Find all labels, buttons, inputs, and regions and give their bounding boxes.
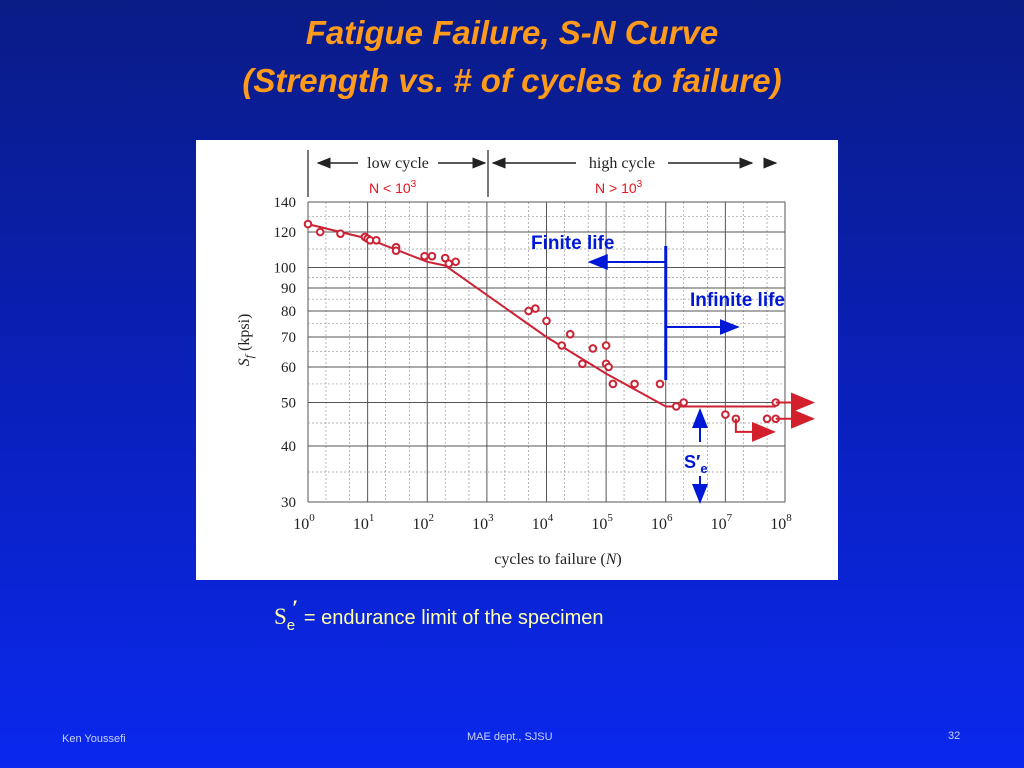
x-tick-label: 101 bbox=[353, 512, 375, 533]
footer-department: MAE dept., SJSU bbox=[467, 731, 553, 743]
y-tick-label: 50 bbox=[281, 396, 296, 412]
data-point bbox=[303, 219, 313, 229]
high-cycle-condition: N > 103 bbox=[595, 179, 643, 196]
data-point bbox=[604, 362, 613, 372]
data-point bbox=[315, 227, 325, 237]
caption-subscript: e bbox=[286, 617, 296, 634]
data-point bbox=[444, 259, 454, 268]
data-point bbox=[391, 246, 401, 256]
y-tick-label: 90 bbox=[281, 281, 296, 297]
data-point bbox=[372, 236, 381, 245]
data-point bbox=[601, 341, 611, 350]
data-points bbox=[303, 219, 781, 424]
x-tick-label: 100 bbox=[293, 512, 315, 533]
chart-grid bbox=[307, 201, 786, 503]
y-tick-label: 30 bbox=[281, 495, 296, 511]
low-cycle-condition: N < 103 bbox=[369, 179, 417, 196]
y-axis-ticks: 30 40 50 60 70 80 90 100 120 140 bbox=[274, 195, 297, 511]
infinite-life-label: Infinite life bbox=[690, 290, 785, 311]
data-point bbox=[588, 344, 598, 353]
y-tick-label: 40 bbox=[281, 439, 296, 455]
data-point bbox=[440, 253, 450, 263]
data-point bbox=[565, 329, 575, 339]
sn-curve-figure: low cycle high cycle N < 103 N > 103 30 4… bbox=[196, 140, 838, 580]
data-point bbox=[762, 414, 772, 424]
data-point bbox=[679, 398, 688, 407]
y-tick-label: 60 bbox=[281, 360, 296, 376]
x-tick-label: 106 bbox=[651, 512, 673, 533]
high-cycle-label: high cycle bbox=[589, 155, 655, 172]
data-point bbox=[630, 379, 639, 389]
page-number: 32 bbox=[948, 730, 961, 742]
endurance-limit-caption: Se′ = endurance limit of the specimen bbox=[274, 595, 604, 634]
caption-prime: ′ bbox=[292, 595, 299, 620]
data-point bbox=[542, 316, 551, 326]
runout-arrows bbox=[734, 392, 815, 442]
data-point bbox=[557, 341, 567, 350]
slide-title-line-2: (Strength vs. # of cycles to failure) bbox=[242, 62, 782, 99]
endurance-limit-label: S′e bbox=[684, 452, 708, 476]
y-tick-label: 100 bbox=[274, 261, 297, 277]
data-point bbox=[655, 379, 665, 389]
y-tick-label: 80 bbox=[281, 304, 296, 320]
caption-text: = endurance limit of the specimen bbox=[298, 607, 604, 629]
data-point bbox=[721, 410, 730, 419]
x-tick-label: 104 bbox=[532, 512, 554, 533]
y-tick-label: 140 bbox=[274, 195, 297, 211]
low-cycle-label: low cycle bbox=[367, 155, 429, 172]
y-tick-label: 120 bbox=[274, 225, 297, 241]
slide-title-line-1: Fatigue Failure, S-N Curve bbox=[305, 14, 719, 51]
data-point bbox=[524, 306, 533, 316]
caption-symbol: S bbox=[274, 604, 287, 629]
data-point bbox=[420, 251, 429, 261]
data-point bbox=[608, 379, 618, 389]
life-annotations: Finite life Infinite life S′e bbox=[531, 233, 785, 504]
x-tick-label: 102 bbox=[413, 512, 435, 533]
footer-author: Ken Youssefi bbox=[62, 733, 126, 745]
data-point bbox=[531, 304, 540, 313]
x-tick-label: 108 bbox=[770, 512, 792, 533]
data-point bbox=[671, 402, 681, 411]
sn-curve-chart: low cycle high cycle N < 103 N > 103 30 4… bbox=[236, 150, 815, 568]
runout-arrow bbox=[734, 418, 776, 442]
data-point bbox=[427, 251, 437, 261]
regime-header: low cycle high cycle N < 103 N > 103 bbox=[307, 150, 778, 197]
y-tick-label: 70 bbox=[281, 330, 296, 346]
x-axis-label: cycles to failure (N) bbox=[494, 551, 622, 568]
finite-life-label: Finite life bbox=[531, 233, 614, 254]
x-tick-label: 103 bbox=[472, 512, 494, 533]
x-tick-label: 107 bbox=[711, 512, 733, 533]
x-tick-label: 105 bbox=[591, 512, 613, 533]
y-axis-label: Sf(kpsi) bbox=[236, 314, 256, 367]
data-point bbox=[578, 359, 587, 369]
data-point bbox=[336, 229, 345, 238]
data-point bbox=[451, 257, 460, 267]
x-axis-ticks: 100 101 102 103 104 105 106 107 108 bbox=[293, 512, 792, 533]
